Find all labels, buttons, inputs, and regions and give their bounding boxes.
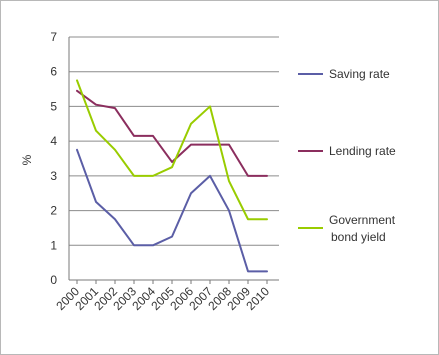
legend-label-saving-rate: Saving rate <box>329 67 390 81</box>
y-tick-label-6: 6 <box>50 65 57 79</box>
series-line-government-bond-yield <box>76 79 268 221</box>
legend-label-government-bond-yield-line-1: Government <box>329 213 396 227</box>
y-tick-label-4: 4 <box>50 134 57 148</box>
y-tick-label-7: 7 <box>50 30 57 44</box>
legend-label-lending-rate: Lending rate <box>329 144 396 158</box>
y-axis-label: % <box>20 154 34 165</box>
legend-label-government-bond-yield-line-2: bond yield <box>331 230 386 244</box>
legend: Saving rate Lending rate Government bond yi… <box>298 67 396 244</box>
y-tick-label-3: 3 <box>50 169 57 183</box>
series-line-lending-rate <box>76 89 268 177</box>
y-tick-label-5: 5 <box>50 99 57 113</box>
y-tick-label-0: 0 <box>50 273 57 287</box>
y-tick-label-1: 1 <box>50 238 57 252</box>
series-lines <box>76 79 268 273</box>
gridlines <box>69 36 279 246</box>
series-line-saving-rate <box>76 148 268 273</box>
x-tick-label-2010: 2010 <box>243 284 272 313</box>
y-tick-label-2: 2 <box>50 204 57 218</box>
